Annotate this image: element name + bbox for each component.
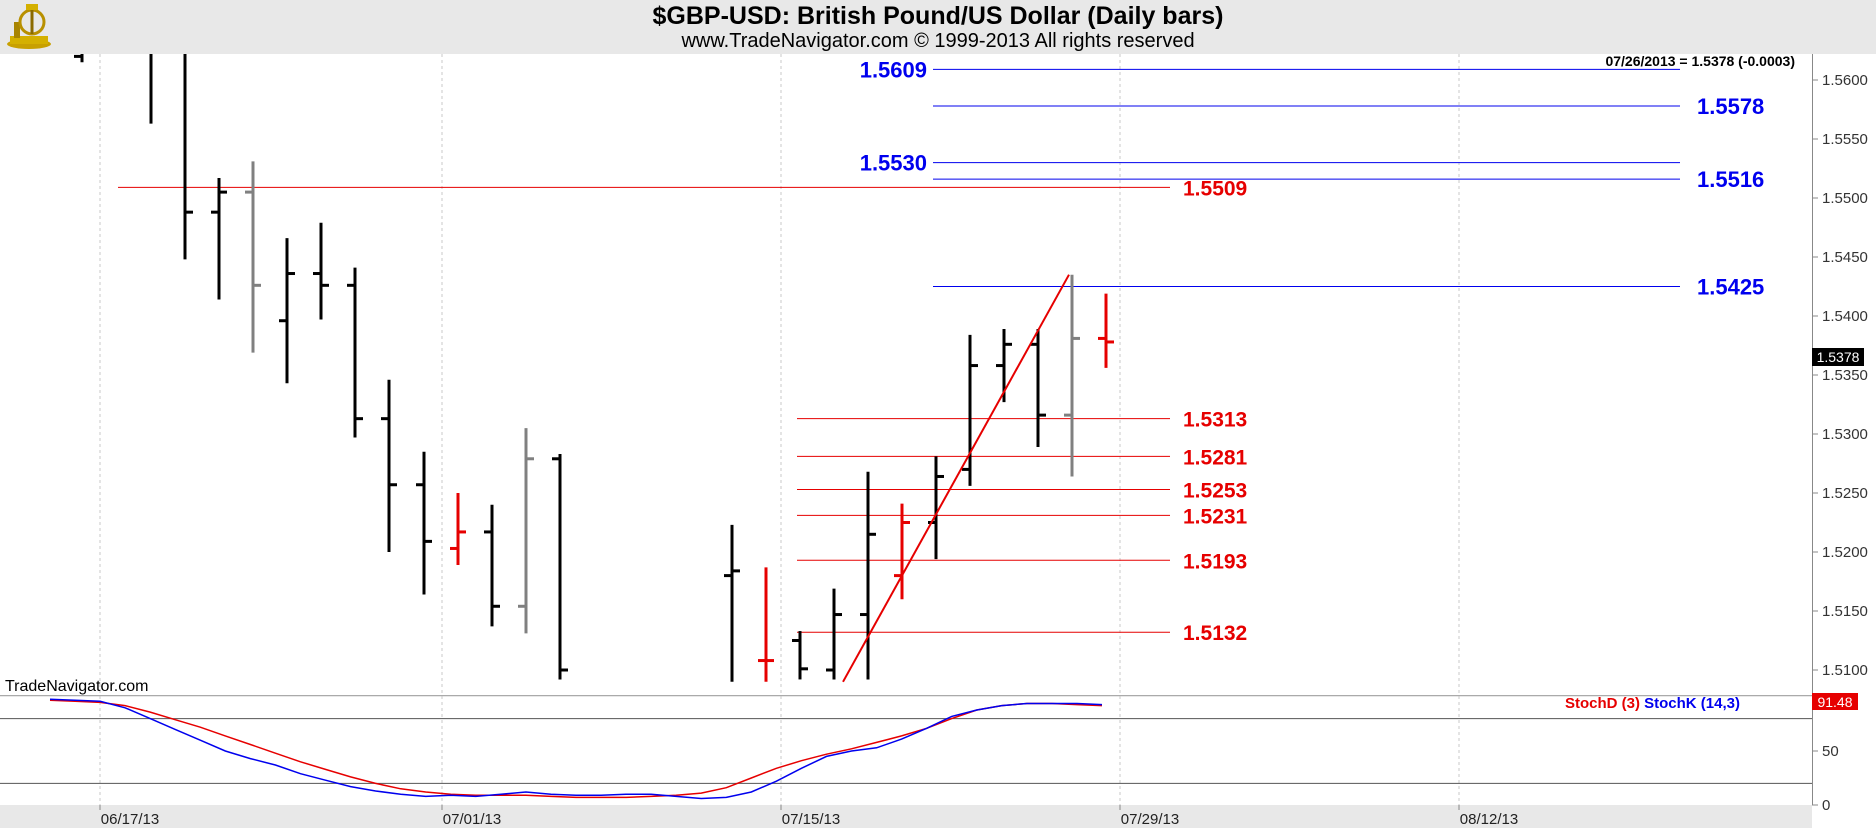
y-tick-label: 1.5500: [1822, 190, 1868, 207]
ohlc-bar: [484, 504, 500, 627]
ohlc-bar: [183, 54, 193, 260]
trendline: [842, 274, 1070, 683]
y-tick-label: 1.5400: [1822, 308, 1868, 325]
watermark: TradeNavigator.com: [5, 678, 148, 695]
ohlc-bar: [149, 54, 153, 124]
red-level-label: 1.5132: [1183, 622, 1247, 645]
x-tick-label: 06/17/13: [101, 811, 159, 828]
stoch-y-tick-label: 50: [1822, 743, 1839, 760]
ohlc-bar: [381, 379, 397, 552]
chart-header: $GBP-USD: British Pound/US Dollar (Daily…: [0, 0, 1876, 54]
price-panel-bg: [0, 54, 1812, 695]
stoch-panel-bg: [0, 697, 1812, 805]
last-price-label: 1.5378: [1817, 349, 1860, 365]
y-tick-label: 1.5200: [1822, 544, 1868, 561]
blue-level-label: 1.5578: [1697, 94, 1764, 119]
ohlc-bar: [792, 631, 808, 680]
y-tick-label: 1.5150: [1822, 603, 1868, 620]
last-price-marker: [1812, 348, 1864, 366]
ohlc-bar: [758, 567, 774, 682]
ohlc-bar: [724, 524, 740, 682]
blue-level-label: 1.5425: [1697, 275, 1764, 300]
y-tick-label: 1.5100: [1822, 662, 1868, 679]
red-level-label: 1.5253: [1183, 479, 1247, 502]
y-tick-label: 1.5550: [1822, 131, 1868, 148]
ohlc-bar: [211, 177, 227, 300]
y-tick-label: 1.5450: [1822, 249, 1868, 266]
stoch-last-marker: [1812, 693, 1858, 710]
ohlc-bar: [1064, 274, 1080, 477]
x-tick-label: 07/29/13: [1121, 811, 1179, 828]
ohlc-bar: [552, 454, 568, 680]
trade-navigator-logo-icon: [7, 4, 51, 49]
ohlc-bar: [826, 588, 842, 680]
ohlc-bar: [860, 471, 876, 680]
red-level-label: 1.5313: [1183, 409, 1247, 432]
red-level-label: 1.5281: [1183, 446, 1248, 469]
stoch-last-value: 91.48: [1817, 694, 1852, 710]
red-level-label: 1.5509: [1183, 177, 1247, 200]
ohlc-bar: [347, 267, 363, 438]
stoch-series-line: [49, 698, 1103, 800]
ohlc-bar: [894, 503, 910, 600]
stoch-d-legend: StochD (3): [1565, 695, 1640, 712]
blue-level-label: 1.5530: [860, 151, 927, 176]
ohlc-bar: [416, 451, 432, 595]
quote-info: 07/26/2013 = 1.5378 (-0.0003): [1605, 53, 1795, 69]
red-level-label: 1.5193: [1183, 550, 1247, 573]
x-tick-label: 08/12/13: [1460, 811, 1518, 828]
ohlc-bar: [313, 222, 329, 320]
stoch-k-legend: StochK (14,3): [1644, 695, 1740, 712]
ohlc-bar: [74, 54, 84, 63]
blue-level-label: 1.5516: [1697, 167, 1764, 192]
y-tick-label: 1.5350: [1822, 367, 1868, 384]
chart-subtitle: www.TradeNavigator.com © 1999-2013 All r…: [681, 30, 1195, 52]
red-level-label: 1.5231: [1183, 505, 1248, 528]
y-tick-label: 1.5250: [1822, 485, 1868, 502]
chart-title: $GBP-USD: British Pound/US Dollar (Daily…: [652, 2, 1224, 30]
ohlc-bar: [450, 493, 466, 565]
x-tick-label: 07/01/13: [443, 811, 501, 828]
ohlc-bar: [962, 334, 978, 486]
ohlc-bar: [518, 428, 534, 634]
x-tick-label: 07/15/13: [782, 811, 840, 828]
ohlc-bar: [279, 238, 295, 384]
ohlc-bar: [1098, 293, 1114, 368]
y-tick-label: 1.5600: [1822, 72, 1868, 89]
ohlc-bar: [245, 161, 261, 353]
y-tick-label: 1.5300: [1822, 426, 1868, 443]
blue-level-label: 1.5609: [860, 57, 927, 82]
stoch-y-tick-label: 0: [1822, 797, 1830, 814]
